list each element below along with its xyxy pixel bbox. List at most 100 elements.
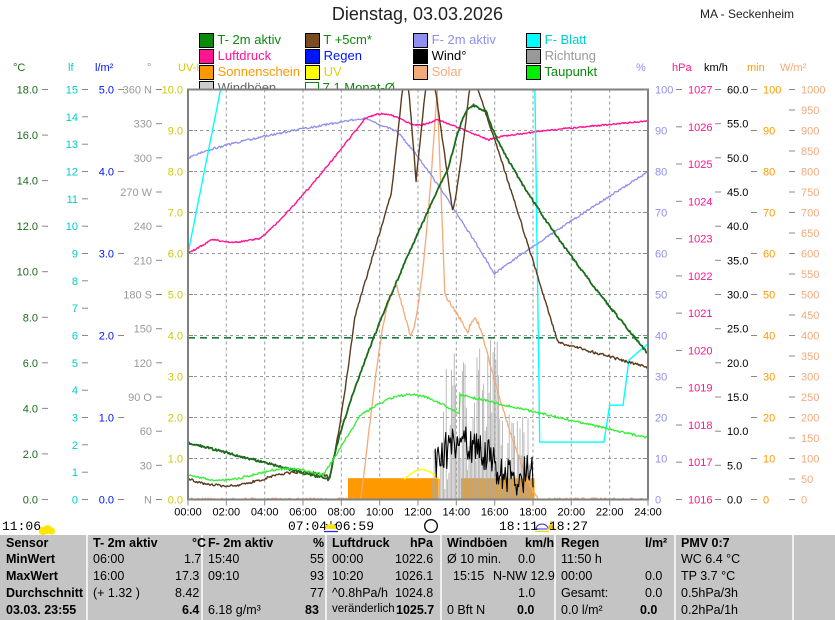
svg-text:12:00: 12:00 [404, 507, 432, 519]
svg-text:300: 300 [134, 153, 152, 165]
svg-text:60: 60 [655, 249, 667, 261]
svg-text:6: 6 [72, 331, 78, 343]
svg-text:120: 120 [134, 358, 152, 370]
svg-text:0.0: 0.0 [727, 495, 742, 507]
svg-text:20.0: 20.0 [727, 358, 748, 370]
svg-text:1021: 1021 [688, 308, 712, 320]
svg-text:1023: 1023 [688, 234, 712, 246]
svg-text:1022: 1022 [688, 271, 712, 283]
svg-text:90: 90 [763, 126, 775, 138]
svg-text:80: 80 [655, 167, 667, 179]
svg-text:4.0: 4.0 [99, 167, 114, 179]
svg-text:1018: 1018 [688, 420, 712, 432]
svg-text:15: 15 [66, 85, 78, 97]
svg-text:0.0: 0.0 [23, 495, 38, 507]
svg-text:20:00: 20:00 [558, 507, 586, 519]
svg-text:8.0: 8.0 [23, 312, 38, 324]
svg-text:2: 2 [72, 440, 78, 452]
svg-text:8: 8 [72, 276, 78, 288]
svg-text:150: 150 [801, 433, 819, 445]
svg-text:00:00: 00:00 [174, 507, 202, 519]
svg-text:60.0: 60.0 [727, 85, 748, 97]
svg-text:70: 70 [655, 208, 667, 220]
svg-text:1026: 1026 [688, 122, 712, 134]
svg-text:0.0: 0.0 [168, 495, 183, 507]
svg-text:14.0: 14.0 [17, 176, 38, 188]
svg-text:0: 0 [801, 495, 807, 507]
svg-text:50: 50 [763, 290, 775, 302]
svg-text:1: 1 [72, 467, 78, 479]
svg-text:11: 11 [67, 194, 78, 206]
svg-text:600: 600 [801, 249, 819, 261]
svg-text:750: 750 [801, 187, 819, 199]
svg-text:100: 100 [801, 454, 819, 466]
svg-text:18:00: 18:00 [519, 507, 547, 519]
svg-text:4.0: 4.0 [23, 403, 38, 415]
svg-text:0: 0 [72, 495, 78, 507]
svg-text:10.0: 10.0 [727, 426, 748, 438]
svg-text:360 N: 360 N [123, 85, 152, 97]
svg-text:2.0: 2.0 [168, 413, 183, 425]
svg-text:250: 250 [801, 392, 819, 404]
svg-text:16.0: 16.0 [17, 130, 38, 142]
svg-text:210: 210 [134, 255, 152, 267]
svg-text:25.0: 25.0 [727, 324, 748, 336]
svg-text:500: 500 [801, 290, 819, 302]
svg-text:24:00: 24:00 [634, 507, 662, 519]
svg-text:90: 90 [655, 126, 667, 138]
svg-text:2.0: 2.0 [23, 449, 38, 461]
svg-text:1027: 1027 [688, 85, 712, 97]
svg-text:12.0: 12.0 [17, 221, 38, 233]
svg-text:10:00: 10:00 [366, 507, 394, 519]
svg-text:10: 10 [66, 221, 78, 233]
svg-text:450: 450 [801, 310, 819, 322]
svg-text:150: 150 [134, 324, 152, 336]
svg-text:40.0: 40.0 [727, 221, 748, 233]
svg-text:1020: 1020 [688, 345, 712, 357]
svg-text:14: 14 [66, 112, 78, 124]
svg-text:60: 60 [763, 249, 775, 261]
svg-text:1016: 1016 [688, 495, 712, 507]
svg-text:650: 650 [801, 228, 819, 240]
svg-text:10.0: 10.0 [162, 85, 183, 97]
svg-text:30: 30 [763, 372, 775, 384]
svg-text:40: 40 [655, 331, 667, 343]
svg-text:0.0: 0.0 [99, 495, 114, 507]
svg-text:3: 3 [72, 413, 78, 425]
svg-text:35.0: 35.0 [727, 255, 748, 267]
svg-text:200: 200 [801, 413, 819, 425]
svg-text:16:00: 16:00 [481, 507, 509, 519]
svg-text:4: 4 [72, 385, 78, 397]
svg-text:700: 700 [801, 208, 819, 220]
svg-text:90 O: 90 O [128, 392, 152, 404]
svg-text:50: 50 [655, 290, 667, 302]
svg-text:900: 900 [801, 126, 819, 138]
svg-text:02:00: 02:00 [213, 507, 241, 519]
svg-text:08:00: 08:00 [328, 507, 356, 519]
svg-text:800: 800 [801, 167, 819, 179]
svg-text:2.0: 2.0 [99, 331, 114, 343]
svg-text:N: N [144, 495, 152, 507]
svg-text:100: 100 [763, 85, 781, 97]
svg-text:9: 9 [72, 249, 78, 261]
svg-text:06:00: 06:00 [289, 507, 317, 519]
svg-text:10.0: 10.0 [17, 267, 38, 279]
svg-text:5.0: 5.0 [727, 460, 742, 472]
svg-text:950: 950 [801, 105, 819, 117]
svg-text:330: 330 [134, 119, 152, 131]
svg-text:10: 10 [763, 454, 775, 466]
svg-text:7: 7 [72, 303, 78, 315]
svg-text:45.0: 45.0 [727, 187, 748, 199]
svg-text:4.0: 4.0 [168, 331, 183, 343]
svg-text:80: 80 [763, 167, 775, 179]
svg-text:1000: 1000 [801, 85, 825, 97]
svg-text:1.0: 1.0 [168, 454, 183, 466]
svg-text:04:00: 04:00 [251, 507, 279, 519]
svg-text:270 W: 270 W [120, 187, 152, 199]
svg-text:1.0: 1.0 [99, 413, 114, 425]
svg-text:6.0: 6.0 [23, 358, 38, 370]
svg-text:14:00: 14:00 [443, 507, 471, 519]
svg-text:55.0: 55.0 [727, 119, 748, 131]
svg-text:70: 70 [763, 208, 775, 220]
svg-text:5.0: 5.0 [168, 290, 183, 302]
